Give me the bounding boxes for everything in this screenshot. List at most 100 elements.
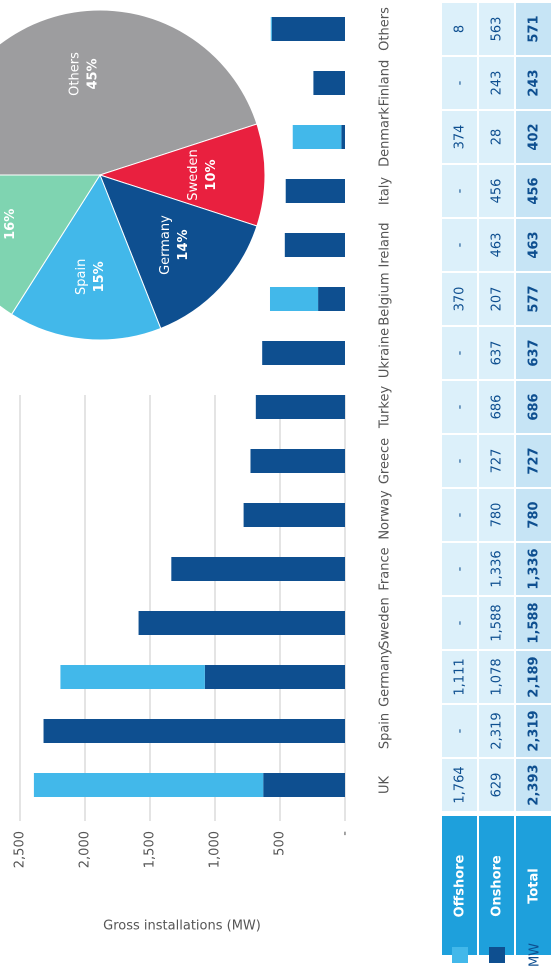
- bar-segment: [60, 665, 205, 689]
- table-cell-text: 1,336: [490, 550, 505, 587]
- bar-segment: [292, 125, 342, 149]
- table-cell-text: 1,588: [490, 604, 505, 641]
- bar-segment: [313, 71, 346, 95]
- x-tick-label: Belgium: [378, 272, 393, 325]
- table-cell: [479, 435, 514, 487]
- table-cell-text: 28: [490, 129, 505, 146]
- table-row-header: Total: [527, 868, 542, 904]
- legend-swatch: [452, 947, 468, 963]
- table-cell: [479, 759, 514, 811]
- y-axis-title: Gross installations (MW): [103, 919, 261, 934]
- bar-segment: [255, 395, 346, 419]
- bar-segment: [33, 773, 264, 797]
- bar-segment: [270, 17, 272, 41]
- table-cell: [516, 489, 551, 541]
- table-cell: [442, 435, 477, 487]
- table-row-header: Onshore: [490, 855, 505, 917]
- pie-slice: [98, 123, 266, 227]
- table-cell: [442, 651, 477, 703]
- bar-segment: [271, 17, 345, 41]
- table-cell: [442, 273, 477, 325]
- x-tick-label: Greece: [378, 438, 393, 484]
- x-tick-label: Turkey: [378, 386, 393, 430]
- table-cell-text: 1,078: [490, 658, 505, 695]
- table-cell: [479, 489, 514, 541]
- table-cell-text: 402: [527, 123, 542, 150]
- table-cell: [479, 273, 514, 325]
- bar-segment: [204, 665, 345, 689]
- table-cell-text: 374: [453, 125, 468, 150]
- table-cell-text: 637: [490, 341, 505, 366]
- table-cell: [442, 57, 477, 109]
- pie-label: Others: [67, 52, 82, 96]
- bar-segment: [269, 287, 319, 311]
- table-header-cell: [479, 816, 514, 955]
- table-row-header: Offshore: [453, 854, 468, 917]
- table-cell: [516, 165, 551, 217]
- table-cell: [479, 381, 514, 433]
- table-cell-text: 8: [453, 25, 468, 33]
- table-cell-text: 1,764: [453, 766, 468, 803]
- bar-segment: [171, 557, 345, 581]
- table-cell: [442, 705, 477, 757]
- y-tick-label: 1,000: [208, 831, 223, 868]
- table-cell-text: 2,319: [527, 710, 542, 751]
- table-cell: [442, 597, 477, 649]
- table-cell: [442, 165, 477, 217]
- table-cell-text: 571: [527, 15, 542, 42]
- table-cell: [442, 3, 477, 55]
- table-cell-text: 463: [527, 231, 542, 258]
- legend-swatch: [489, 947, 505, 963]
- y-tick-label: 2,500: [13, 831, 28, 868]
- pie-label: Germany: [158, 215, 173, 275]
- table-cell-text: -: [453, 80, 468, 85]
- table-cell-text: 1,336: [527, 548, 542, 589]
- y-tick-label: 500: [273, 831, 288, 856]
- table-cell: [516, 759, 551, 811]
- x-tick-label: Sweden: [378, 597, 393, 648]
- table-cell-text: 686: [527, 393, 542, 420]
- x-tick-label: Spain: [378, 713, 393, 749]
- y-tick-label: 2,000: [78, 831, 93, 868]
- table-cell: [479, 219, 514, 271]
- bar-segment: [43, 719, 345, 743]
- table-cell: [516, 57, 551, 109]
- table-cell-text: -: [453, 188, 468, 193]
- table-cell: [516, 3, 551, 55]
- table-cell-text: 629: [490, 773, 505, 798]
- table-cell: [479, 111, 514, 163]
- pie-slice: [0, 9, 258, 176]
- table-cell: [479, 597, 514, 649]
- x-tick-label: Italy: [378, 177, 393, 206]
- pie-label: Spain: [74, 259, 89, 295]
- table-cell-text: 463: [490, 233, 505, 258]
- table-cell-text: -: [453, 728, 468, 733]
- table-cell: [516, 651, 551, 703]
- table-cell: [479, 543, 514, 595]
- x-tick-label: France: [378, 547, 393, 590]
- bar-segment: [262, 341, 345, 365]
- x-tick-label: Finland: [378, 60, 393, 106]
- table-cell-text: -: [453, 242, 468, 247]
- pie-value-label: 16%: [3, 209, 18, 240]
- table-cell: [442, 543, 477, 595]
- table-cell-text: -: [453, 350, 468, 355]
- table-cell-text: 456: [490, 179, 505, 204]
- table-cell-text: 243: [490, 71, 505, 96]
- table-cell: [516, 705, 551, 757]
- table-cell-text: -: [453, 620, 468, 625]
- table-cell: [516, 381, 551, 433]
- x-tick-label: Others: [378, 7, 393, 51]
- pie-value-label: 45%: [85, 58, 100, 89]
- bar-segment: [138, 611, 345, 635]
- x-tick-label: UK: [378, 776, 393, 795]
- table-cell-text: 563: [490, 17, 505, 42]
- table-cell-text: 456: [527, 177, 542, 204]
- table-cell-text: 577: [527, 285, 542, 312]
- table-cell: [479, 165, 514, 217]
- table-cell: [442, 489, 477, 541]
- table-cell: [516, 435, 551, 487]
- bar-segment: [250, 449, 346, 473]
